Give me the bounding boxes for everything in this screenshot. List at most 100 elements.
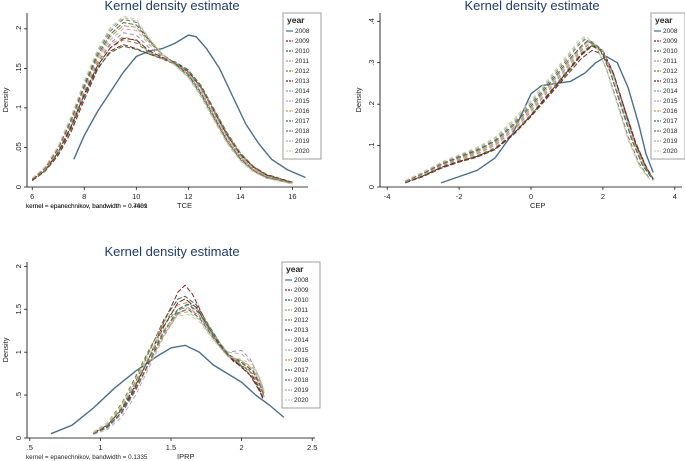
legend-label-2011: 2011 bbox=[663, 58, 677, 65]
legend-label-2014: 2014 bbox=[294, 337, 309, 344]
y-axis-label: Density bbox=[354, 87, 363, 112]
x-tick-label: 2 bbox=[601, 192, 605, 201]
density-line-2018 bbox=[31, 18, 293, 185]
legend-box bbox=[281, 261, 321, 409]
legend-title: year bbox=[286, 264, 304, 274]
density-line-2016 bbox=[31, 25, 293, 184]
density-line-2014 bbox=[93, 304, 265, 435]
legend-label-2009: 2009 bbox=[294, 287, 309, 294]
x-tick-label: 6 bbox=[30, 192, 34, 201]
legend: year 2008 2009 2010 2011 2012 2013 2014 2015 2016… bbox=[650, 12, 685, 160]
legend-box bbox=[650, 12, 685, 160]
legend-label-2017: 2017 bbox=[295, 118, 310, 125]
density-line-2016 bbox=[404, 40, 654, 183]
legend-label-2008: 2008 bbox=[295, 28, 310, 35]
density-line-2014 bbox=[405, 41, 654, 183]
legend-label-2018: 2018 bbox=[295, 128, 310, 135]
y-tick-label: 0 bbox=[14, 436, 23, 440]
x-tick-label: .5 bbox=[27, 443, 33, 452]
y-tick-label: .15 bbox=[14, 63, 23, 73]
x-tick-label: 12 bbox=[184, 192, 192, 201]
chart-title: Kernel density estimate bbox=[464, 0, 599, 13]
legend-label-2019: 2019 bbox=[663, 138, 678, 145]
legend-label-2016: 2016 bbox=[294, 357, 309, 364]
legend-label-2020: 2020 bbox=[294, 397, 309, 404]
density-line-2018 bbox=[404, 38, 651, 182]
legend-label-2010: 2010 bbox=[663, 48, 678, 55]
density-line-2011 bbox=[405, 43, 654, 183]
x-tick-label: 16 bbox=[288, 192, 296, 201]
legend-label-2013: 2013 bbox=[295, 78, 310, 85]
y-tick-label: .2 bbox=[367, 101, 376, 107]
legend-label-2010: 2010 bbox=[295, 48, 310, 55]
y-tick-label: .1 bbox=[367, 142, 376, 148]
density-line-2013 bbox=[31, 37, 293, 183]
x-axis-label: IPRP bbox=[177, 452, 195, 461]
density-line-2008 bbox=[440, 55, 654, 184]
legend-label-2018: 2018 bbox=[294, 377, 309, 384]
density-line-2015 bbox=[405, 40, 654, 183]
y-tick-label: 1.5 bbox=[14, 304, 23, 314]
y-tick-label: .3 bbox=[367, 60, 376, 66]
legend: year 2008 2009 2010 2011 2012 2013 2014 2015 2016… bbox=[282, 12, 322, 160]
legend-label-2020: 2020 bbox=[295, 148, 310, 155]
density-line-2015 bbox=[31, 28, 293, 184]
density-line-2015 bbox=[93, 306, 265, 436]
density-line-2017 bbox=[404, 39, 654, 182]
x-tick-label: 1 bbox=[98, 443, 102, 452]
density-line-2019 bbox=[404, 37, 651, 182]
x-axis-label: TCE bbox=[177, 201, 192, 210]
legend-label-2011: 2011 bbox=[294, 307, 308, 314]
legend-label-2014: 2014 bbox=[295, 88, 310, 95]
legend-label-2015: 2015 bbox=[295, 98, 310, 105]
legend-label-2019: 2019 bbox=[294, 387, 309, 394]
density-line-2008 bbox=[50, 344, 285, 435]
legend-label-2010: 2010 bbox=[294, 297, 309, 304]
legend-label-2012: 2012 bbox=[663, 68, 678, 75]
x-axis-label: CEP bbox=[530, 201, 545, 210]
y-axis-label: Density bbox=[1, 337, 10, 362]
density-line-2011 bbox=[31, 36, 293, 183]
y-tick-label: 2 bbox=[14, 264, 23, 268]
density-line-2008 bbox=[73, 34, 306, 179]
kernel-note: kernel = epanechnikov, bandwidth = 0.133… bbox=[26, 454, 148, 461]
legend-label-2012: 2012 bbox=[294, 317, 309, 324]
legend-label-2017: 2017 bbox=[663, 118, 678, 125]
y-tick-label: .1 bbox=[14, 105, 23, 111]
legend-label-2015: 2015 bbox=[663, 98, 678, 105]
density-line-2013 bbox=[405, 44, 654, 183]
x-tick-label: -4 bbox=[384, 192, 391, 201]
density-line-2017 bbox=[93, 303, 265, 435]
density-line-2013 bbox=[93, 298, 264, 434]
density-line-2010 bbox=[31, 45, 293, 183]
x-tick-label: 0 bbox=[529, 192, 533, 201]
y-tick-label: 0 bbox=[367, 185, 376, 189]
x-tick-label: 1.5 bbox=[166, 443, 176, 452]
legend-label-2015: 2015 bbox=[294, 347, 309, 354]
legend-title: year bbox=[655, 15, 673, 25]
density-line-2017 bbox=[31, 21, 293, 184]
legend-label-2009: 2009 bbox=[663, 38, 678, 45]
kernel-note: kernel = epanechnikov, bandwidth = 0.468… bbox=[26, 203, 148, 210]
legend-label-2016: 2016 bbox=[295, 108, 310, 115]
chart-title: Kernel density estimate bbox=[104, 244, 239, 259]
legend-label-2009: 2009 bbox=[295, 38, 310, 45]
legend-box bbox=[282, 12, 322, 160]
x-tick-label: 8 bbox=[82, 192, 86, 201]
x-tick-label: 4 bbox=[673, 192, 677, 201]
y-tick-label: .05 bbox=[14, 142, 23, 152]
y-tick-label: 1 bbox=[14, 350, 23, 354]
density-line-2012 bbox=[93, 306, 265, 433]
y-tick-label: .2 bbox=[14, 26, 23, 32]
density-line-2009 bbox=[31, 44, 293, 183]
density-line-2010 bbox=[405, 45, 654, 184]
x-tick-label: -2 bbox=[456, 192, 463, 201]
x-tick-label: 2 bbox=[240, 443, 244, 452]
density-line-2010 bbox=[93, 295, 264, 435]
legend-label-2019: 2019 bbox=[295, 138, 310, 145]
legend: year 2008 2009 2010 2011 2012 2013 2014 2015 2016… bbox=[281, 261, 321, 409]
y-axis-label: Density bbox=[1, 87, 10, 112]
density-line-2012 bbox=[31, 39, 293, 183]
density-line-2019 bbox=[31, 17, 293, 185]
density-line-2020 bbox=[93, 313, 265, 433]
